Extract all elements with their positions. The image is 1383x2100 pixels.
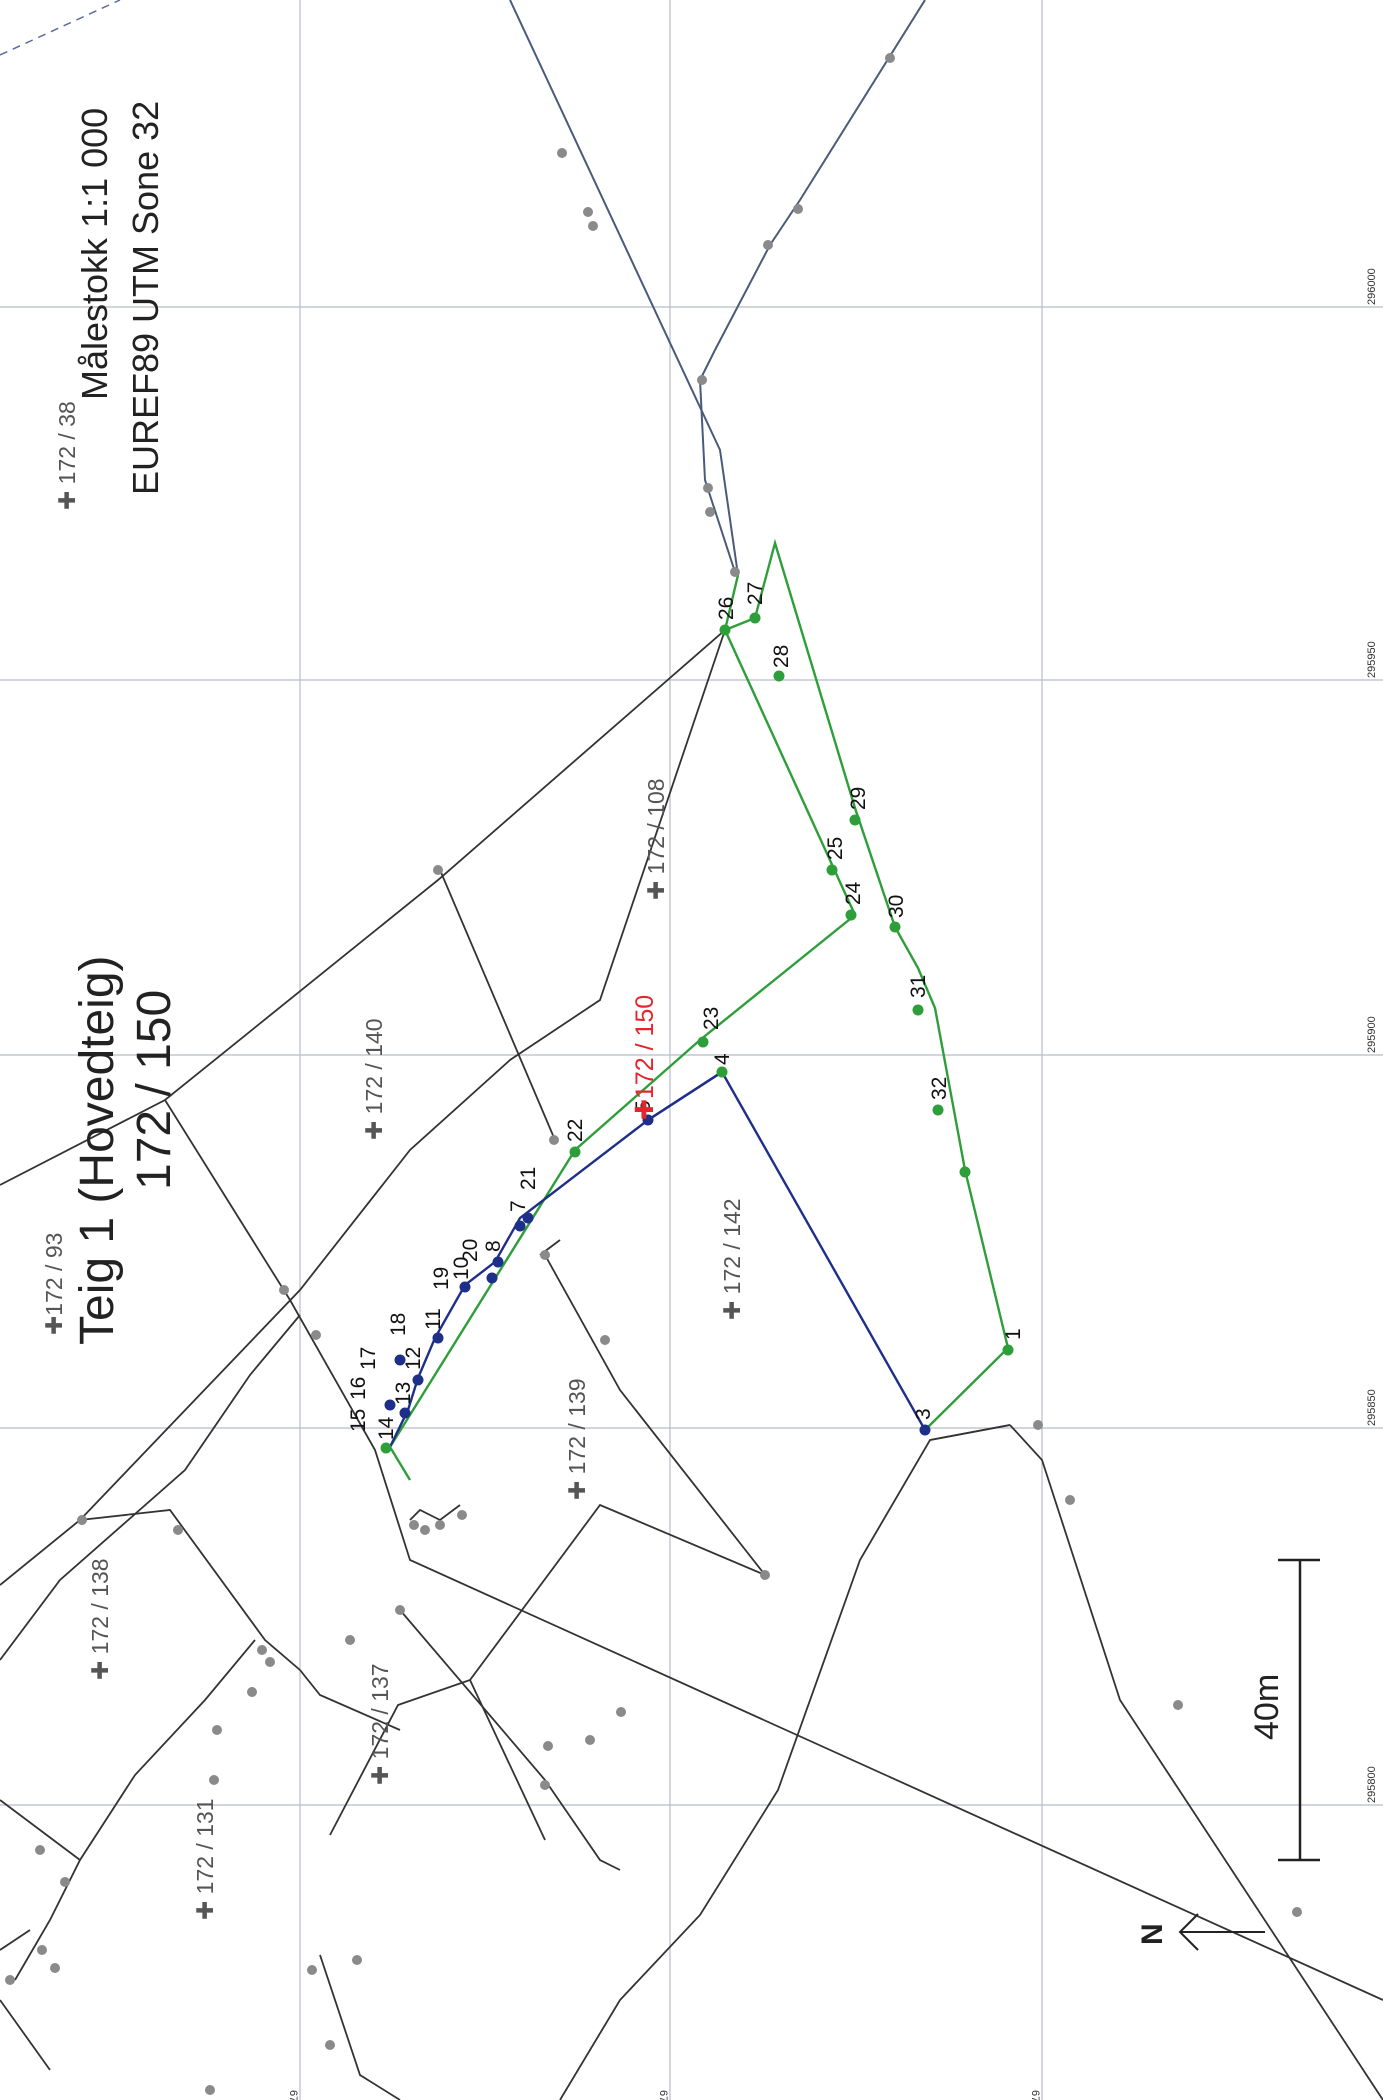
point-label: 27 [744,582,767,605]
grid-easting-labels: 296000 295950 295900 295850 295800 [1366,268,1378,1803]
north-label: N [1136,1923,1169,1945]
parcel-label-172-108: ✚ 172 / 108 [643,778,669,900]
point-label: 4 [711,1053,734,1065]
point-label: 10 [450,1257,473,1280]
point-label: 11 [422,1308,445,1330]
parcel-label-172-131: ✚ 172 / 131 [192,1798,218,1920]
easting-label: 295950 [1366,641,1378,678]
point-label: 8 [482,1240,505,1252]
point-label: 14 [375,1416,398,1440]
parcel-id-title: 172 / 150 [128,990,181,1190]
parcel-label-172-142: ✚ 172 / 142 [719,1198,745,1320]
point-label: 3 [912,1408,935,1420]
point-label: 20 [459,1239,482,1262]
teig-title: Teig 1 (Hovedteig) [71,955,124,1345]
northing-label: 6725700 [657,2090,669,2100]
north-arrow-icon [1178,1913,1265,1951]
dashed-boundary [0,0,121,56]
easting-label: 296000 [1366,268,1378,305]
point-label: 30 [885,895,908,918]
point-label: 5 [632,1100,655,1112]
parcel-label-main: ✚172 / 150 [631,995,659,1120]
northing-label: 6725650 [1029,2090,1041,2100]
crs-text: EUREF89 UTM Sone 32 [125,101,166,495]
scale-text: Målestokk 1:1 000 [74,108,115,400]
point-label: 18 [387,1313,410,1336]
easting-label: 295900 [1366,1016,1378,1053]
parcel-label-172-138: ✚ 172 / 138 [87,1558,113,1680]
parcel-label-172-137: ✚ 172 / 137 [367,1663,393,1785]
blue-boundary [388,1070,927,1448]
parcel-label-172-38: ✚ 172 / 38 [54,401,80,510]
green-points [380,612,1014,1454]
vertex-dots [5,53,1302,2095]
point-label: 17 [357,1347,380,1370]
easting-label: 295800 [1366,1766,1378,1803]
northing-label: 6725750 [287,2090,299,2100]
road-lines [509,0,926,576]
point-label: 1 [1002,1328,1025,1340]
point-label: 26 [715,597,738,620]
point-label: 15 [347,1409,370,1432]
parcel-labels: ✚ 172 / 38 ✚ 172 / 108 ✚ 172 / 140 ✚172 … [41,401,745,1920]
scale-bar [1278,1558,1320,1862]
point-label: 25 [824,837,847,860]
blue-points [384,1114,931,1436]
point-label: 13 [392,1382,415,1405]
point-label: 7 [507,1200,530,1212]
point-label: 29 [847,787,870,810]
point-label: 31 [907,975,930,998]
parcel-label-172-139: ✚ 172 / 139 [564,1378,590,1500]
point-label: 19 [430,1267,453,1290]
point-label: 22 [564,1119,587,1142]
point-label: 24 [842,881,865,905]
grid-northing-labels: 6725750 6725700 6725650 [287,2090,1041,2100]
point-label: 28 [770,645,793,668]
point-label: 16 [347,1377,370,1400]
point-label: 23 [700,1007,723,1030]
point-label: 12 [402,1347,425,1370]
parcel-label-172-140: ✚ 172 / 140 [361,1018,387,1140]
point-numbers: 1 3 4 5 7 8 10 11 12 13 14 15 16 17 18 1… [347,582,1025,1440]
parcel-label-172-93: ✚172 / 93 [41,1233,67,1335]
scale-bar-label: 40m [1248,1674,1286,1740]
point-label: 32 [928,1077,951,1100]
point-label: 21 [517,1167,540,1190]
easting-label: 295850 [1366,1389,1378,1426]
